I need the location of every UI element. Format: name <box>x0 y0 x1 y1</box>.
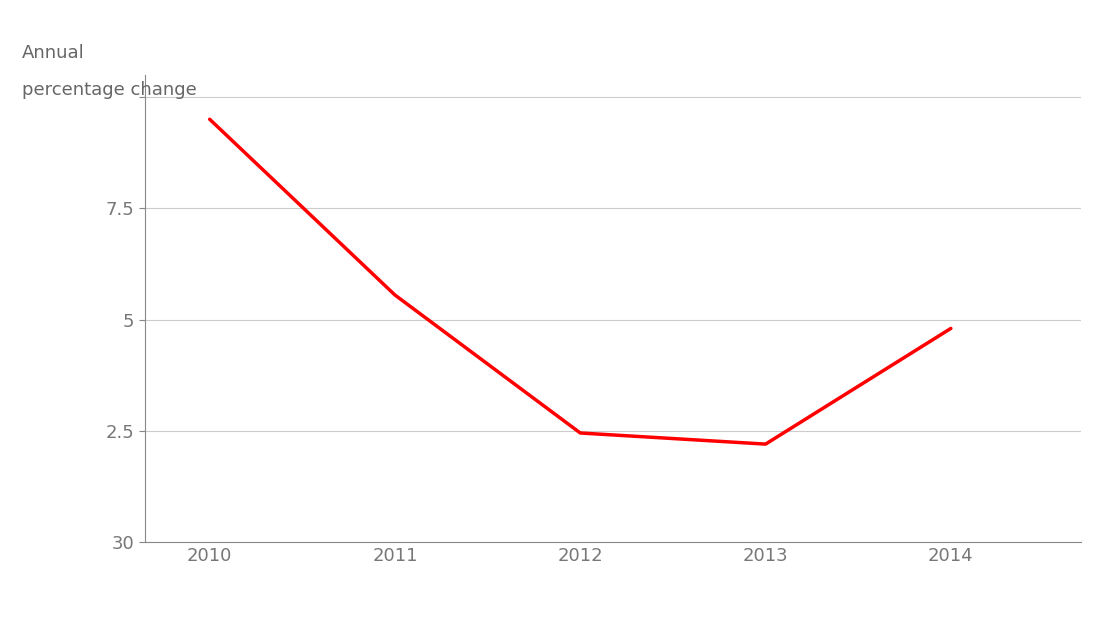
Text: Annual: Annual <box>22 44 85 62</box>
Text: percentage change: percentage change <box>22 81 197 99</box>
